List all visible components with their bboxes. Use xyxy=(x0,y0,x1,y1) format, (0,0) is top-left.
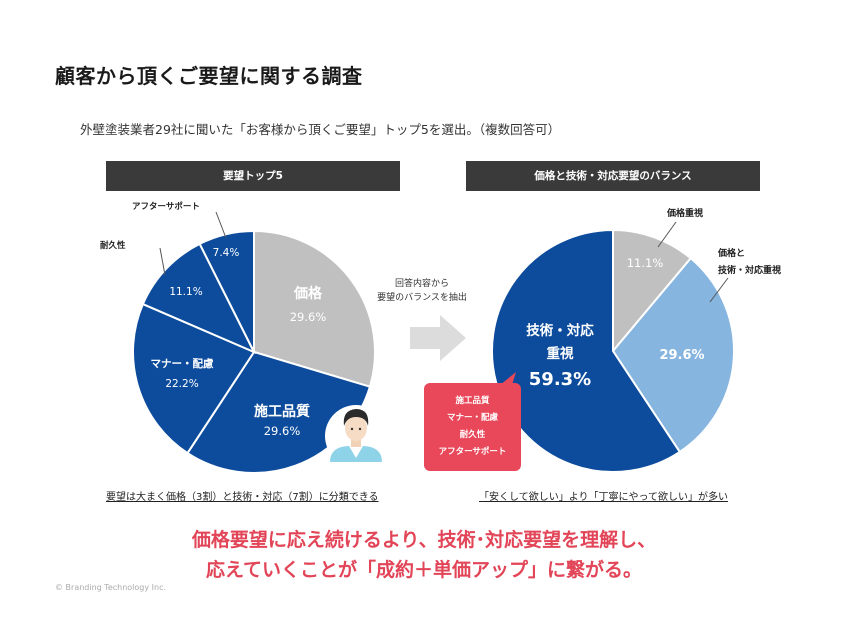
copyright: © Branding Technology Inc. xyxy=(55,583,167,592)
pie-left-slice-2 xyxy=(132,302,256,455)
pie-left-slice-3 xyxy=(141,242,257,355)
arrow-right-icon xyxy=(410,315,466,361)
pie-left-value-manner: 22.2% xyxy=(165,378,199,390)
middle-explanation: 回答内容から 要望のバランスを抽出 xyxy=(374,277,470,305)
middle-line-2: 要望のバランスを抽出 xyxy=(377,293,467,303)
pie-left-label-manner: マナー・配慮 xyxy=(150,358,214,370)
pie-left-value-durability: 11.1% xyxy=(169,286,203,298)
pie-right-value-price: 11.1% xyxy=(626,256,664,270)
callout-box: 施工品質 マナー・配慮 耐久性 アフターサポート xyxy=(424,383,521,471)
callout-line-1: 施工品質 xyxy=(455,396,490,406)
callout-line-2: マナー・配慮 xyxy=(446,413,498,423)
pie-chart-balance xyxy=(491,228,735,473)
person-avatar-icon xyxy=(325,405,387,467)
callout-pointer xyxy=(500,372,516,385)
pie-left-slice-4 xyxy=(198,229,255,353)
conclusion-line-1: 価格要望に応え続けるより、技術･対応要望を理解し、 xyxy=(191,529,657,551)
middle-line-1: 回答内容から xyxy=(394,279,449,289)
pie-left-value-aftersupport: 7.4% xyxy=(212,247,240,259)
page-title: 顧客から頂くご要望に関する調査 xyxy=(55,64,363,88)
conclusion-line-2: 応えていくことが「成約＋単価アップ」に繋がる。 xyxy=(205,559,643,581)
page-subtitle: 外壁塗装業者29社に聞いた「お客様から頂くご要望」トップ5を選出。（複数回答可） xyxy=(80,122,561,137)
pie-left-label-quality: 施工品質 xyxy=(254,404,310,420)
pie-chart-top5 xyxy=(132,229,376,474)
pie-right-label-tech-1: 技術・対応 xyxy=(526,323,594,339)
callout-line-4: アフターサポート xyxy=(438,447,507,457)
pie-left-outer-label-aftersupport: アフターサポート xyxy=(132,202,200,212)
callout-line-3: 耐久性 xyxy=(459,430,486,440)
pie-left-label-price: 価格 xyxy=(294,286,322,302)
pie-left-value-price: 29.6% xyxy=(289,310,327,324)
pie-right-slice-1 xyxy=(611,256,735,454)
pie-right-outer-label-balance-2: 技術・対応重視 xyxy=(718,266,782,276)
pie-left-outer-label-durability: 耐久性 xyxy=(100,241,126,251)
left-chart-header: 要望トップ5 xyxy=(106,161,400,191)
right-chart-note: 「安くして欲しい」より「丁寧にやって欲しい」が多い xyxy=(479,492,728,503)
pie-right-slice-0 xyxy=(612,228,693,354)
pie-left-slice-0 xyxy=(253,229,376,388)
pie-left-value-quality: 29.6% xyxy=(263,424,301,438)
right-chart-header: 価格と技術・対応要望のバランス xyxy=(466,161,760,191)
pie-right-value-tech: 59.3% xyxy=(528,369,592,390)
pie-right-outer-label-balance-1: 価格と xyxy=(718,249,746,259)
pie-right-outer-label-price: 価格重視 xyxy=(667,209,704,219)
leader-lines xyxy=(159,211,729,303)
left-chart-note: 要望は大まく価格（3割）と技術・対応（7割）に分類できる xyxy=(106,492,379,503)
pie-right-label-tech-2: 重視 xyxy=(546,346,574,362)
pie-right-value-balance: 29.6% xyxy=(659,348,705,363)
